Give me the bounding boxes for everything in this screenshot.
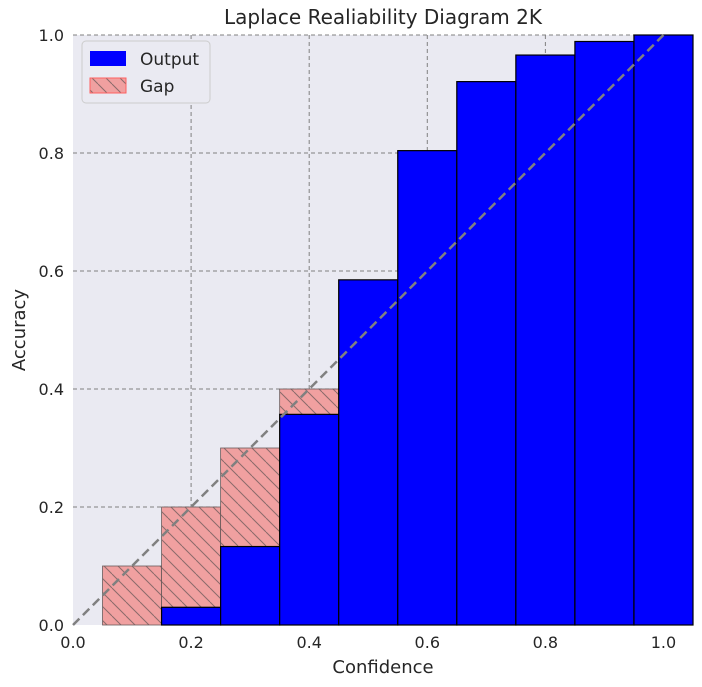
legend-label-output: Output — [140, 50, 199, 70]
y-tick-label: 0.8 — [39, 144, 64, 163]
x-tick-label: 0.6 — [415, 633, 440, 652]
y-tick-label: 0.2 — [39, 498, 64, 517]
output-bar — [160, 606, 222, 626]
output-bar — [279, 413, 340, 626]
chart-title: Laplace Realiability Diagram 2K — [224, 5, 543, 29]
x-tick-label: 0.0 — [60, 633, 85, 652]
output-bar — [456, 81, 517, 626]
legend: Output Gap — [81, 40, 211, 104]
output-bar — [633, 34, 694, 626]
x-tick-label: 1.0 — [651, 633, 676, 652]
y-tick-label: 0.4 — [39, 380, 64, 399]
y-tick-label: 0.6 — [39, 262, 64, 281]
output-bar — [220, 545, 281, 626]
x-tick-label: 0.4 — [296, 633, 321, 652]
output-bar — [515, 54, 576, 626]
output-bars — [160, 34, 694, 626]
x-tick-label: 0.8 — [533, 633, 558, 652]
gap-bar — [102, 565, 162, 626]
legend-swatch-output — [90, 51, 126, 66]
output-bar — [397, 150, 458, 626]
output-bar — [338, 279, 399, 626]
output-bar — [574, 40, 635, 626]
x-tick-label: 0.2 — [178, 633, 203, 652]
gap-bar — [161, 506, 222, 608]
y-tick-label: 0.0 — [39, 616, 64, 635]
gap-bar — [279, 388, 340, 415]
gap-bar — [220, 447, 281, 547]
legend-label-gap: Gap — [140, 77, 174, 97]
tick-labels: 0.0 0.2 0.4 0.6 0.8 1.0 0.0 0.2 0.4 0.6 0.8 1.0 — [39, 26, 677, 652]
legend-swatch-gap — [89, 77, 127, 94]
y-axis-label: Accuracy — [9, 289, 30, 372]
y-tick-label: 1.0 — [39, 26, 64, 45]
x-axis-label: Confidence — [332, 657, 433, 678]
